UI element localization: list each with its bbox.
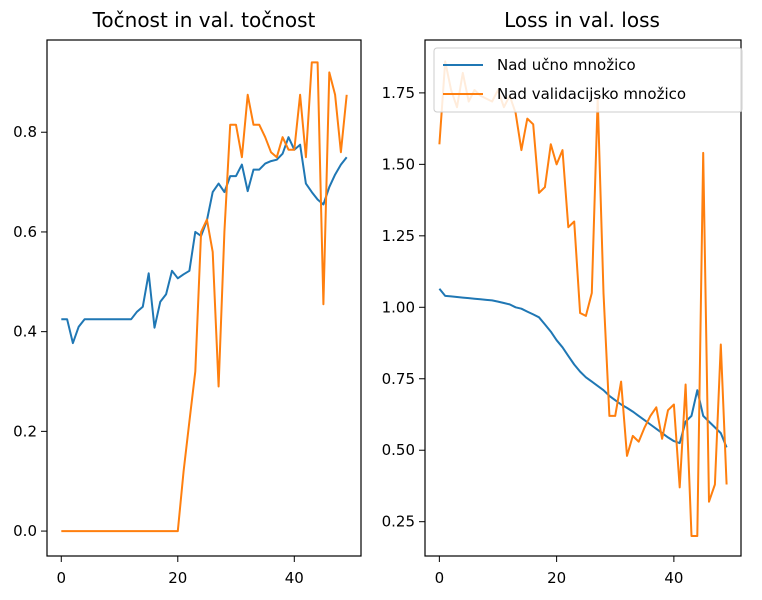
loss-y-tick-label-6: 1.75 xyxy=(382,84,415,102)
chart-title-loss: Loss in val. loss xyxy=(504,8,660,32)
accuracy-y-tick-label-4: 0.8 xyxy=(13,123,37,141)
accuracy-x-tick-label-1: 20 xyxy=(168,569,187,587)
chart-title-accuracy: Točnost in val. točnost xyxy=(92,8,316,32)
loss-x-tick-label-2: 40 xyxy=(664,569,683,587)
legend-box xyxy=(433,47,743,113)
loss-plot-frame xyxy=(424,39,742,557)
accuracy-y-tick-label-2: 0.4 xyxy=(13,323,37,341)
loss-x-tick-label-0: 0 xyxy=(435,569,445,587)
loss-series-line-0 xyxy=(438,288,728,448)
loss-legend: Nad učno množico Nad validacijsko množic… xyxy=(433,47,743,113)
accuracy-y-tick-label-3: 0.6 xyxy=(13,223,37,241)
loss-y-tick-label-4: 1.25 xyxy=(382,227,415,245)
legend-label-validation: Nad validacijsko množico xyxy=(497,85,686,103)
loss-y-tick-label-0: 0.25 xyxy=(382,513,415,531)
loss-y-tick-label-2: 0.75 xyxy=(382,370,415,388)
accuracy-x-tick-label-2: 40 xyxy=(285,569,304,587)
loss-series-layer xyxy=(438,60,728,537)
loss-y-tick-label-1: 0.50 xyxy=(382,441,415,459)
loss-tick-layer: 0 20 40 0.25 0.50 0.75 1.00 1.25 1.50 1.75 xyxy=(382,84,684,587)
loss-chart: Loss in val. loss 0 20 40 0.25 0.50 0.75 1.00 1… xyxy=(382,8,743,587)
accuracy-y-tick-label-0: 0.0 xyxy=(13,522,37,540)
loss-y-tick-label-5: 1.50 xyxy=(382,155,415,173)
accuracy-y-tick-label-1: 0.2 xyxy=(13,422,37,440)
accuracy-plot-frame xyxy=(46,39,362,557)
loss-y-tick-label-3: 1.00 xyxy=(382,298,415,316)
accuracy-series-line-0 xyxy=(61,136,348,345)
accuracy-series-layer xyxy=(61,61,348,533)
accuracy-chart: Točnost in val. točnost 0 20 40 0.0 0.2 0.4 0.… xyxy=(13,8,362,587)
accuracy-series-line-1 xyxy=(61,61,348,533)
accuracy-tick-layer: 0 20 40 0.0 0.2 0.4 0.6 0.8 xyxy=(13,123,304,587)
legend-label-train: Nad učno množico xyxy=(497,56,636,74)
loss-x-tick-label-1: 20 xyxy=(547,569,566,587)
accuracy-x-tick-label-0: 0 xyxy=(56,569,66,587)
